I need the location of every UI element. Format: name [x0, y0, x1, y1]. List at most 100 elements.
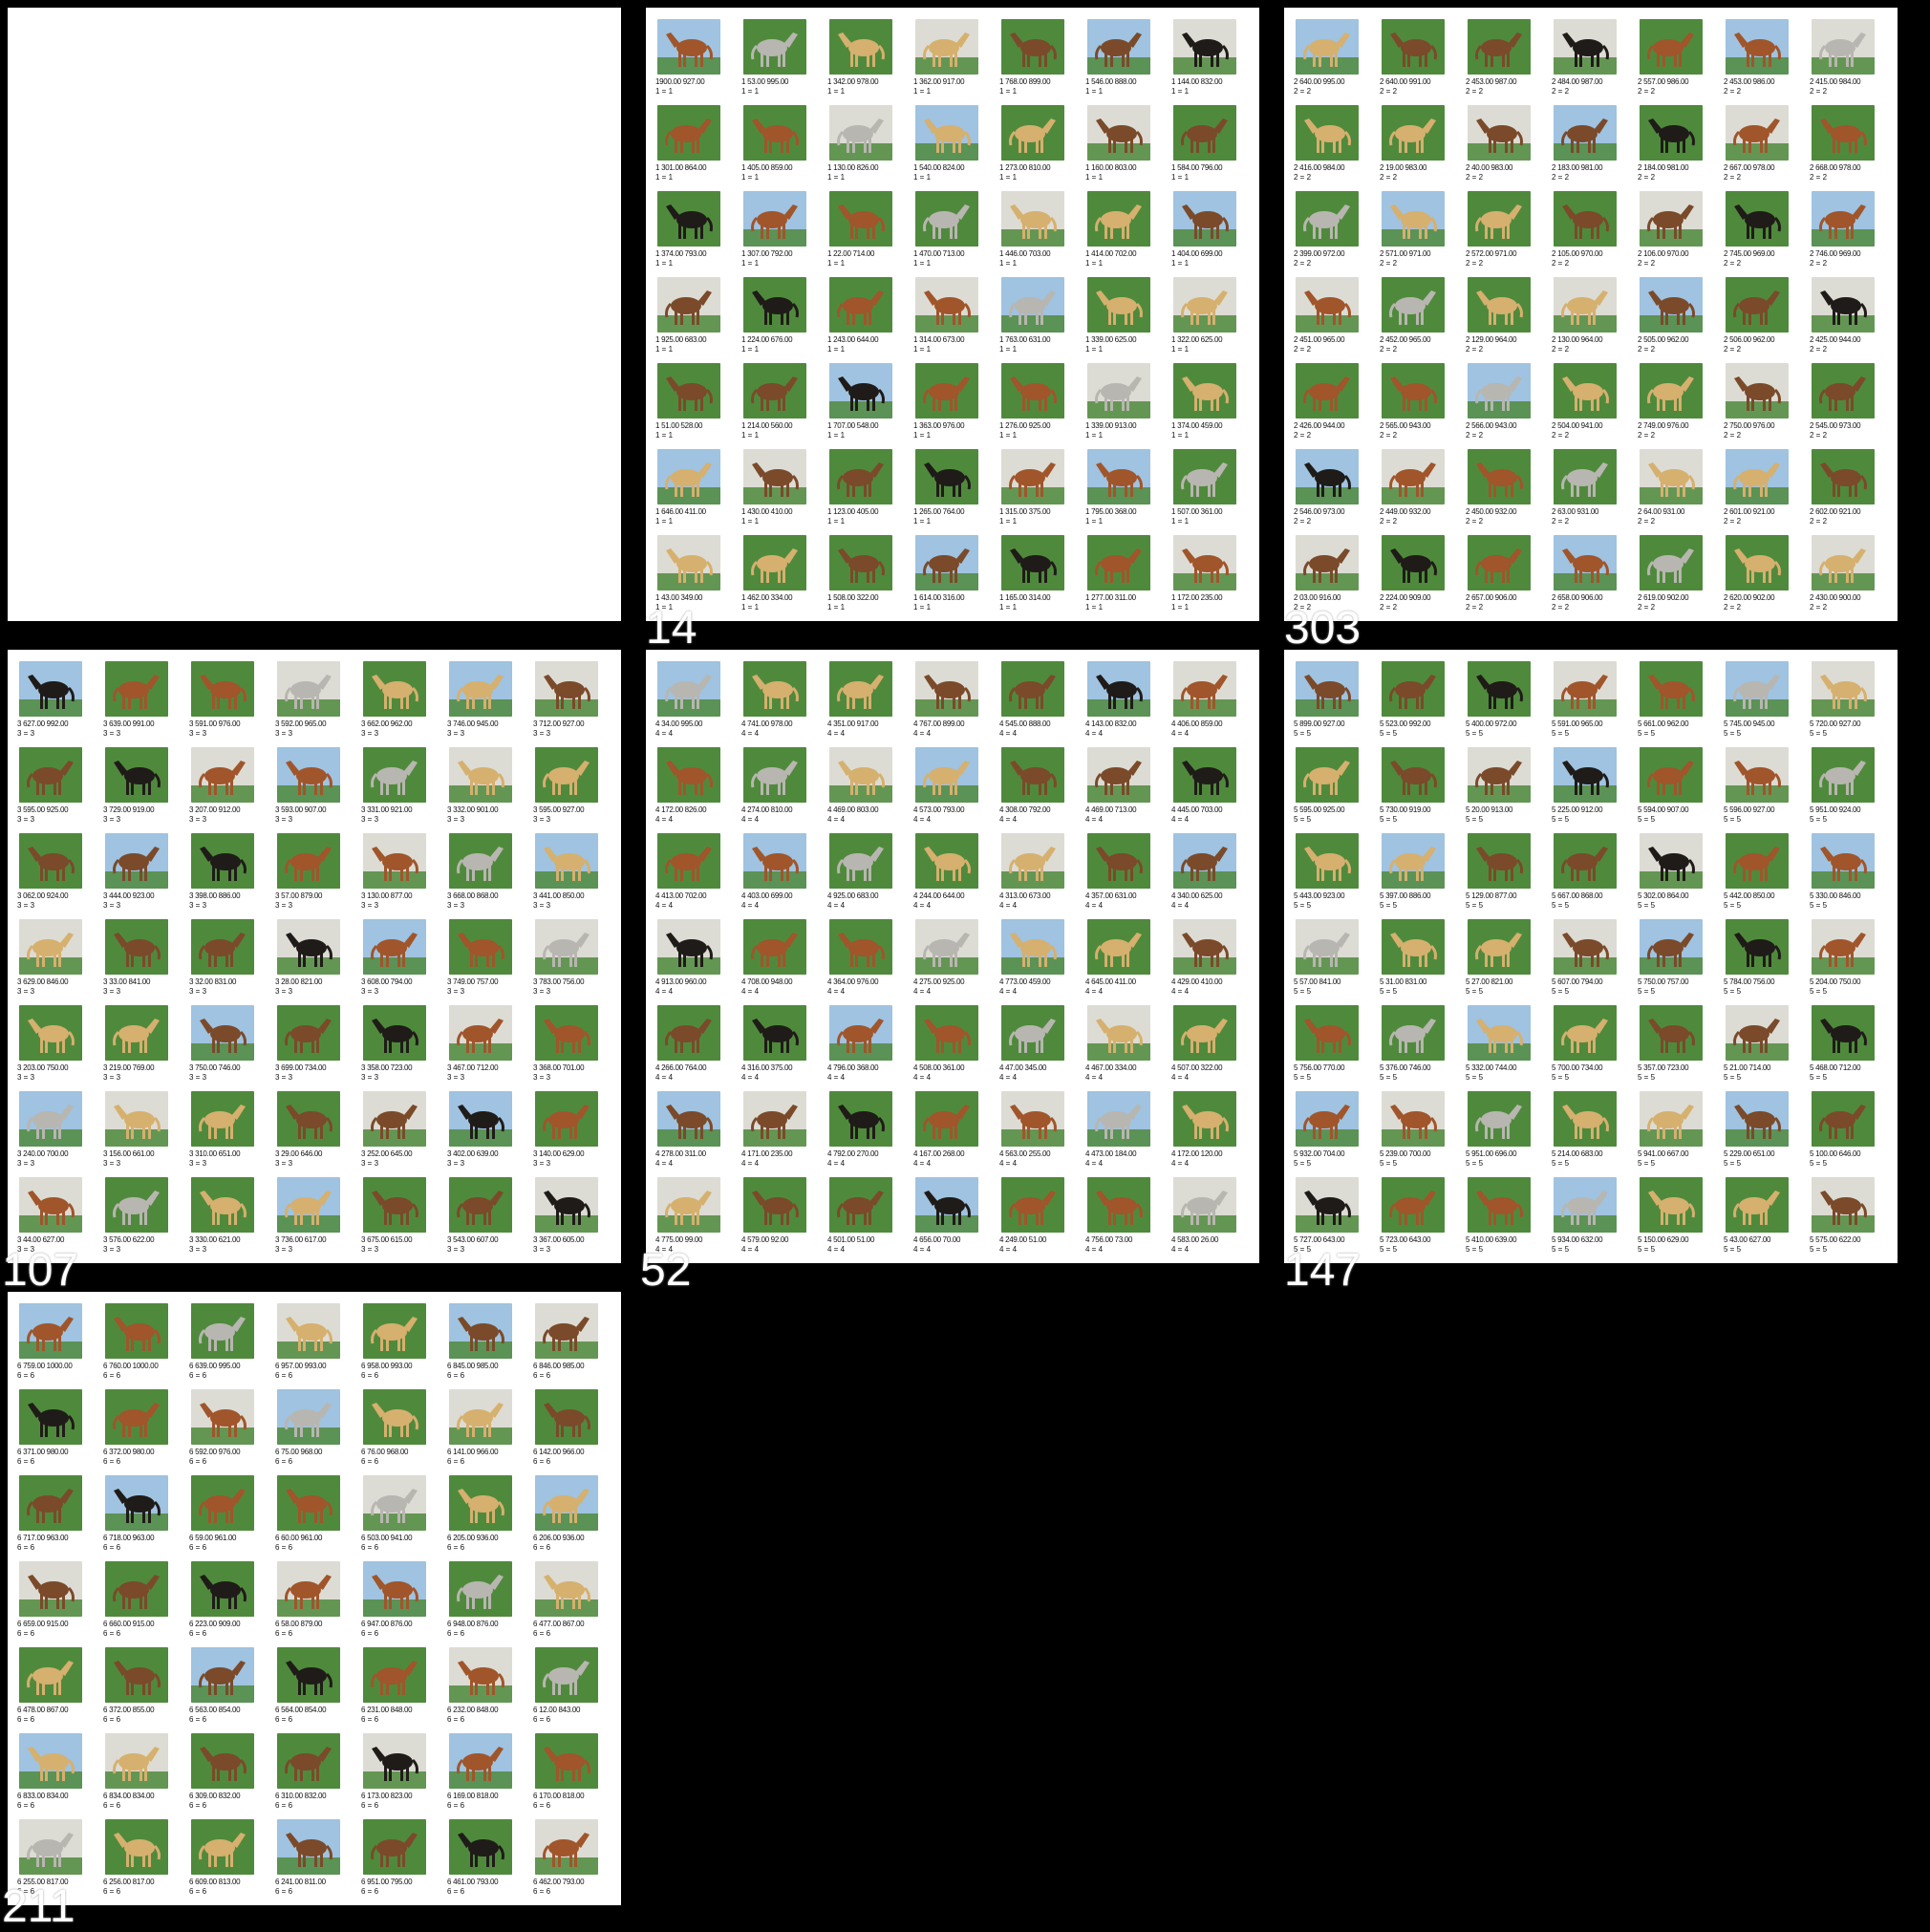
horse-photo-thumbnail[interactable] — [19, 1177, 82, 1233]
thumbnail-cell[interactable]: 3 332.00 901.00 3 = 3 — [445, 743, 531, 829]
horse-photo-thumbnail[interactable] — [19, 1475, 82, 1531]
horse-photo-thumbnail[interactable] — [1468, 363, 1531, 419]
thumbnail-cell[interactable]: 1 363.00 976.00 1 = 1 — [911, 359, 997, 445]
horse-photo-thumbnail[interactable] — [449, 747, 512, 803]
horse-photo-thumbnail[interactable] — [1554, 1177, 1617, 1233]
horse-photo-thumbnail[interactable] — [829, 363, 892, 419]
thumbnail-cell[interactable]: 4 563.00 255.00 4 = 4 — [997, 1087, 1083, 1173]
horse-photo-thumbnail[interactable] — [1554, 19, 1617, 75]
horse-photo-thumbnail[interactable] — [1468, 277, 1531, 333]
thumbnail-cell[interactable]: 2 668.00 978.00 2 = 2 — [1808, 101, 1894, 187]
thumbnail-cell[interactable]: 2 416.00 984.00 2 = 2 — [1292, 101, 1378, 187]
horse-photo-thumbnail[interactable] — [1296, 1177, 1359, 1233]
thumbnail-cell[interactable]: 6 462.00 793.00 6 = 6 — [531, 1815, 617, 1901]
thumbnail-cell[interactable]: 5 745.00 945.00 5 = 5 — [1722, 657, 1808, 743]
thumbnail-cell[interactable]: 5 667.00 868.00 5 = 5 — [1550, 829, 1636, 915]
thumbnail-cell[interactable]: 3 467.00 712.00 3 = 3 — [445, 1001, 531, 1087]
thumbnail-cell[interactable]: 3 398.00 886.00 3 = 3 — [187, 829, 273, 915]
horse-photo-thumbnail[interactable] — [1640, 363, 1703, 419]
horse-photo-thumbnail[interactable] — [449, 661, 512, 717]
horse-photo-thumbnail[interactable] — [1296, 661, 1359, 717]
thumbnail-cell[interactable]: 5 951.00 924.00 5 = 5 — [1808, 743, 1894, 829]
horse-photo-thumbnail[interactable] — [535, 1005, 598, 1061]
horse-photo-thumbnail[interactable] — [363, 1647, 426, 1703]
horse-photo-thumbnail[interactable] — [363, 1303, 426, 1359]
horse-photo-thumbnail[interactable] — [657, 277, 720, 333]
thumbnail-cell[interactable]: 1 307.00 792.00 1 = 1 — [740, 187, 826, 273]
thumbnail-cell[interactable]: 2 640.00 995.00 2 = 2 — [1292, 15, 1378, 101]
horse-photo-thumbnail[interactable] — [1173, 833, 1236, 889]
thumbnail-cell[interactable]: 6 639.00 995.00 6 = 6 — [187, 1299, 273, 1385]
thumbnail-cell[interactable]: 4 656.00 70.00 4 = 4 — [911, 1173, 997, 1259]
thumbnail-cell[interactable]: 4 34.00 995.00 4 = 4 — [654, 657, 740, 743]
horse-photo-thumbnail[interactable] — [363, 1561, 426, 1617]
horse-photo-thumbnail[interactable] — [1382, 191, 1445, 247]
horse-photo-thumbnail[interactable] — [1468, 833, 1531, 889]
thumbnail-cell[interactable]: 3 33.00 841.00 3 = 3 — [101, 915, 187, 1001]
thumbnail-cell[interactable]: 4 507.00 322.00 4 = 4 — [1169, 1001, 1255, 1087]
thumbnail-cell[interactable]: 4 501.00 51.00 4 = 4 — [826, 1173, 911, 1259]
horse-photo-thumbnail[interactable] — [1726, 833, 1789, 889]
thumbnail-cell[interactable]: 4 473.00 184.00 4 = 4 — [1083, 1087, 1169, 1173]
horse-photo-thumbnail[interactable] — [1001, 747, 1064, 803]
horse-photo-thumbnail[interactable] — [1382, 1005, 1445, 1061]
horse-photo-thumbnail[interactable] — [277, 1005, 340, 1061]
thumbnail-cell[interactable]: 4 773.00 459.00 4 = 4 — [997, 915, 1083, 1001]
thumbnail-cell[interactable]: 1 339.00 913.00 1 = 1 — [1083, 359, 1169, 445]
thumbnail-cell[interactable]: 1 374.00 459.00 1 = 1 — [1169, 359, 1255, 445]
horse-photo-thumbnail[interactable] — [1812, 19, 1875, 75]
horse-photo-thumbnail[interactable] — [19, 1561, 82, 1617]
horse-photo-thumbnail[interactable] — [191, 1475, 254, 1531]
thumbnail-cell[interactable]: 3 675.00 615.00 3 = 3 — [359, 1173, 445, 1259]
horse-photo-thumbnail[interactable] — [1812, 919, 1875, 975]
thumbnail-cell[interactable]: 3 746.00 945.00 3 = 3 — [445, 657, 531, 743]
horse-photo-thumbnail[interactable] — [1382, 1177, 1445, 1233]
horse-photo-thumbnail[interactable] — [1173, 363, 1236, 419]
horse-photo-thumbnail[interactable] — [1382, 1091, 1445, 1147]
thumbnail-cell[interactable]: 6 169.00 818.00 6 = 6 — [445, 1729, 531, 1815]
thumbnail-cell[interactable]: 1 763.00 631.00 1 = 1 — [997, 273, 1083, 359]
thumbnail-cell[interactable]: 5 723.00 643.00 5 = 5 — [1378, 1173, 1464, 1259]
thumbnail-cell[interactable]: 2 430.00 900.00 2 = 2 — [1808, 531, 1894, 617]
thumbnail-cell[interactable]: 5 204.00 750.00 5 = 5 — [1808, 915, 1894, 1001]
horse-photo-thumbnail[interactable] — [1001, 449, 1064, 504]
thumbnail-cell[interactable]: 6 60.00 961.00 6 = 6 — [273, 1471, 359, 1557]
horse-photo-thumbnail[interactable] — [535, 1177, 598, 1233]
thumbnail-cell[interactable]: 2 452.00 965.00 2 = 2 — [1378, 273, 1464, 359]
horse-photo-thumbnail[interactable] — [1640, 535, 1703, 590]
horse-photo-thumbnail[interactable] — [1640, 1005, 1703, 1061]
thumbnail-cell[interactable]: 3 310.00 651.00 3 = 3 — [187, 1087, 273, 1173]
thumbnail-cell[interactable]: 5 332.00 744.00 5 = 5 — [1464, 1001, 1550, 1087]
horse-photo-thumbnail[interactable] — [1812, 1005, 1875, 1061]
thumbnail-cell[interactable]: 6 958.00 993.00 6 = 6 — [359, 1299, 445, 1385]
thumbnail-cell[interactable]: 4 171.00 235.00 4 = 4 — [740, 1087, 826, 1173]
thumbnail-cell[interactable]: 3 543.00 607.00 3 = 3 — [445, 1173, 531, 1259]
thumbnail-cell[interactable]: 1 276.00 925.00 1 = 1 — [997, 359, 1083, 445]
thumbnail-cell[interactable]: 5 899.00 927.00 5 = 5 — [1292, 657, 1378, 743]
thumbnail-cell[interactable]: 3 32.00 831.00 3 = 3 — [187, 915, 273, 1001]
thumbnail-cell[interactable]: 2 184.00 981.00 2 = 2 — [1636, 101, 1722, 187]
thumbnail-cell[interactable]: 3 062.00 924.00 3 = 3 — [15, 829, 101, 915]
horse-photo-thumbnail[interactable] — [191, 1389, 254, 1445]
thumbnail-cell[interactable]: 4 316.00 375.00 4 = 4 — [740, 1001, 826, 1087]
horse-photo-thumbnail[interactable] — [829, 833, 892, 889]
thumbnail-cell[interactable]: 4 403.00 699.00 4 = 4 — [740, 829, 826, 915]
horse-photo-thumbnail[interactable] — [191, 1647, 254, 1703]
horse-photo-thumbnail[interactable] — [1554, 833, 1617, 889]
horse-photo-thumbnail[interactable] — [1001, 105, 1064, 161]
horse-photo-thumbnail[interactable] — [363, 919, 426, 975]
thumbnail-cell[interactable]: 2 19.00 983.00 2 = 2 — [1378, 101, 1464, 187]
thumbnail-cell[interactable]: 6 241.00 811.00 6 = 6 — [273, 1815, 359, 1901]
thumbnail-cell[interactable]: 6 142.00 966.00 6 = 6 — [531, 1385, 617, 1471]
horse-photo-thumbnail[interactable] — [1382, 363, 1445, 419]
horse-photo-thumbnail[interactable] — [657, 661, 720, 717]
thumbnail-cell[interactable]: 4 573.00 793.00 4 = 4 — [911, 743, 997, 829]
horse-photo-thumbnail[interactable] — [829, 105, 892, 161]
horse-photo-thumbnail[interactable] — [449, 1091, 512, 1147]
horse-photo-thumbnail[interactable] — [1087, 747, 1150, 803]
thumbnail-cell[interactable]: 1 540.00 824.00 1 = 1 — [911, 101, 997, 187]
thumbnail-cell[interactable]: 5 27.00 821.00 5 = 5 — [1464, 915, 1550, 1001]
horse-photo-thumbnail[interactable] — [1640, 747, 1703, 803]
thumbnail-cell[interactable]: 6 503.00 941.00 6 = 6 — [359, 1471, 445, 1557]
thumbnail-cell[interactable]: 6 592.00 976.00 6 = 6 — [187, 1385, 273, 1471]
